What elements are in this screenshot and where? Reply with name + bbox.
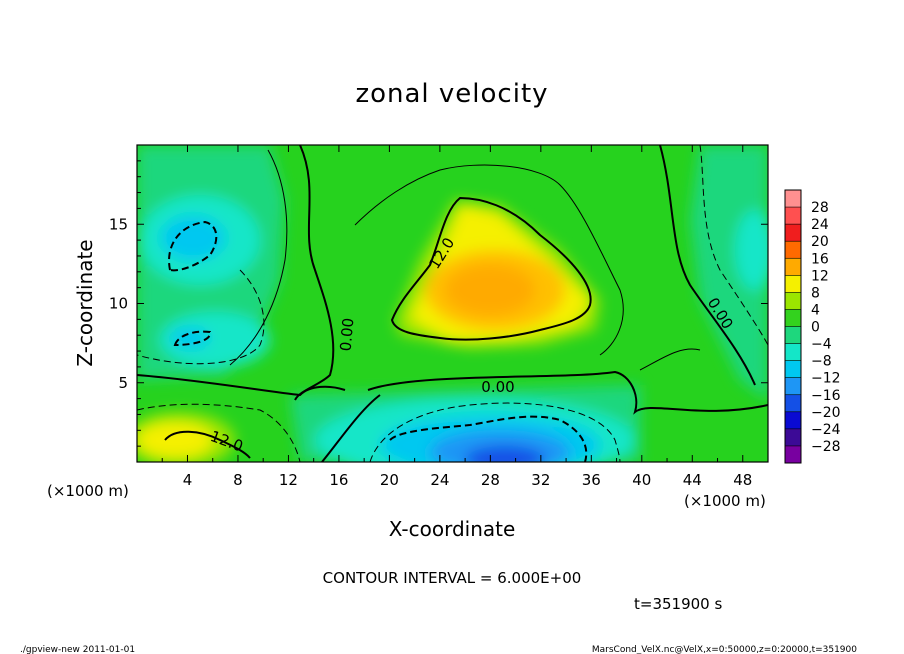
colorbar-swatch xyxy=(785,190,801,208)
x-tick-label: 44 xyxy=(683,471,702,489)
x-tick-label: 24 xyxy=(430,471,449,489)
x-tick-label: 32 xyxy=(531,471,550,489)
y-axis-ticks: 5 10 15 xyxy=(109,160,768,447)
colorbar-swatch xyxy=(785,292,801,310)
colorbar-swatch xyxy=(785,394,801,413)
colorbar-label: 12 xyxy=(811,268,829,284)
colorbar-swatch xyxy=(785,309,801,327)
contour-interval-text: CONTOUR INTERVAL = 6.000E+00 xyxy=(323,569,582,587)
colorbar-label: 4 xyxy=(811,302,820,318)
x-tick-label: 16 xyxy=(329,471,348,489)
x-tick-label: 20 xyxy=(380,471,399,489)
x-tick-label: 36 xyxy=(582,471,601,489)
x-tick-label: 8 xyxy=(233,471,243,489)
x-tick-label: 40 xyxy=(632,471,651,489)
colorbar-label: −16 xyxy=(811,388,841,404)
x-tick-label: 28 xyxy=(481,471,500,489)
y-tick-label: 5 xyxy=(118,374,128,392)
x-axis-ticks: 4 8 12 16 20 24 28 32 36 40 44 48 xyxy=(161,145,752,489)
y-tick-label: 10 xyxy=(109,295,128,313)
colorbar-label: −4 xyxy=(811,337,832,353)
time-label: t=351900 s xyxy=(634,595,722,613)
y-axis-title: Z-coordinate xyxy=(73,239,97,366)
colorbar-label: −28 xyxy=(811,439,841,455)
colorbar-label: 0 xyxy=(811,320,820,336)
colorbar-swatch xyxy=(785,207,801,225)
plot-area xyxy=(137,145,768,462)
colorbar-swatch xyxy=(785,411,801,430)
y-tick-label: 15 xyxy=(109,215,128,233)
x-axis-title: X-coordinate xyxy=(389,517,516,541)
colorbar-label: 20 xyxy=(811,234,829,250)
colorbar-label: 28 xyxy=(811,200,829,216)
colorbar-swatch xyxy=(785,360,801,379)
colorbar-swatch xyxy=(785,343,801,362)
chart-title: zonal velocity xyxy=(355,79,548,109)
colorbar-label: 24 xyxy=(811,217,829,233)
x-tick-label: 12 xyxy=(279,471,298,489)
colorbar-label: −12 xyxy=(811,371,841,387)
x-tick-label: 4 xyxy=(183,471,193,489)
colorbar-swatch xyxy=(785,275,801,293)
colorbar-label: 8 xyxy=(811,285,820,301)
colorbar-swatch xyxy=(785,445,801,464)
colorbar-swatch xyxy=(785,428,801,447)
colorbar-swatch xyxy=(785,258,801,276)
footer-left: ./gpview-new 2011-01-01 xyxy=(20,645,135,654)
x-unit-right: (×1000 m) xyxy=(684,492,766,510)
colorbar-swatch xyxy=(785,241,801,259)
colorbar-swatch xyxy=(785,224,801,242)
colorbar-swatch xyxy=(785,326,801,345)
footer-right: MarsCond_VelX.nc@VelX,x=0:50000,z=0:2000… xyxy=(592,645,857,654)
colorbar-label: −20 xyxy=(811,405,841,421)
colorbar-label: −24 xyxy=(811,422,841,438)
colorbar-label: 16 xyxy=(811,251,829,267)
colorbar-label: −8 xyxy=(811,354,832,370)
contour-label: 0.00 xyxy=(337,317,358,352)
x-tick-label: 48 xyxy=(733,471,752,489)
colorbar-swatch xyxy=(785,377,801,396)
x-unit-left: (×1000 m) xyxy=(47,482,129,500)
contour-label: 0.00 xyxy=(481,378,514,396)
